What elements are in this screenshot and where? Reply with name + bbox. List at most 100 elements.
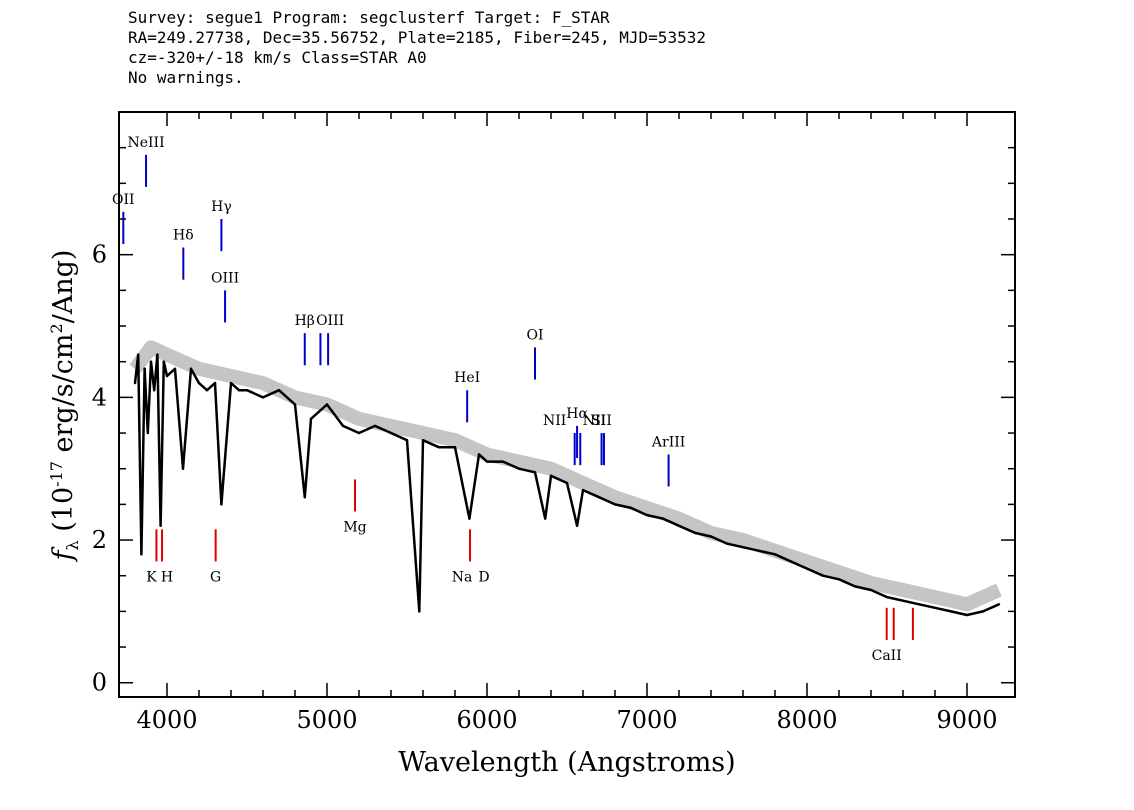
- emission-line-label: Hα: [566, 406, 588, 422]
- spectrum-point: [485, 460, 489, 463]
- spectrum-point: [165, 374, 169, 378]
- spectrum-point: [181, 467, 185, 470]
- emission-line-label: ArIII: [651, 434, 685, 450]
- absorption-line-label: CaII: [872, 648, 902, 664]
- spectrum-point: [293, 403, 297, 406]
- emission-line-label: SII: [591, 413, 612, 429]
- spectrum-point: [677, 524, 681, 527]
- spectrum-point: [159, 524, 162, 527]
- spectrum-point: [162, 360, 165, 363]
- emission-line-label: Hβ: [295, 313, 315, 329]
- spectrum-point: [140, 553, 143, 556]
- emission-line-label: NII: [583, 413, 606, 429]
- spectrum-point: [213, 381, 217, 385]
- spectrum-point: [421, 439, 425, 442]
- spectrum-point: [437, 446, 441, 449]
- y-tick-label: 4: [92, 383, 107, 411]
- spectrum-point: [544, 517, 547, 520]
- spectrum-point: [477, 453, 481, 456]
- x-tick-label: 9000: [936, 706, 997, 734]
- spectrum-point: [629, 506, 633, 510]
- spectrum-point: [146, 431, 149, 435]
- spectrum-point: [325, 403, 329, 406]
- spectrum-point: [869, 588, 873, 592]
- spectrum-point: [156, 353, 159, 356]
- spectrum-point: [373, 424, 377, 428]
- spectrum-point: [309, 417, 313, 420]
- spectrum-point: [757, 549, 761, 552]
- spectrum-point: [933, 606, 937, 609]
- spectrum-point: [137, 353, 140, 356]
- spectrum-point: [581, 488, 585, 492]
- y-axis-symbol-lambda: λ: [63, 540, 82, 550]
- spectrum-point: [709, 535, 713, 538]
- spectrum-point: [153, 389, 156, 392]
- spectrum-point: [965, 613, 969, 617]
- emission-line-label: OI: [526, 327, 543, 343]
- spectrum-point: [357, 431, 361, 435]
- spectrum-point: [773, 553, 777, 556]
- absorption-line-label: G: [210, 569, 221, 585]
- spectrum-point: [741, 546, 745, 549]
- emission-line-label: Hδ: [173, 228, 194, 244]
- spectrum-point: [149, 360, 153, 363]
- emission-line-label: Hγ: [211, 199, 232, 215]
- absorption-line-label: Mg: [343, 520, 366, 536]
- emission-line-label: NeIII: [127, 135, 164, 151]
- plot-frame: [118, 111, 1016, 698]
- spectrum-point: [997, 603, 1001, 606]
- y-tick-label: 0: [92, 669, 107, 697]
- spectrum-point: [693, 531, 697, 535]
- spectrum-point: [901, 599, 905, 602]
- x-axis-title: Wavelength (Angstroms): [398, 747, 735, 778]
- emission-line-label: HeI: [454, 370, 480, 386]
- spectrum-point: [389, 431, 393, 435]
- spectrum-point: [197, 381, 201, 385]
- spectrum-point: [261, 396, 265, 399]
- spectrum-point: [821, 574, 825, 577]
- spectrum-point: [837, 578, 841, 581]
- spectrum-point: [418, 610, 421, 613]
- spectrum-point: [789, 560, 793, 563]
- spectrum-point: [949, 610, 953, 613]
- emission-line-label: OIII: [316, 313, 344, 329]
- absorption-line-label: D: [478, 569, 489, 585]
- spectrum-point: [405, 439, 409, 442]
- absorption-line-label: H: [161, 569, 173, 585]
- spectrum-point: [725, 542, 729, 545]
- spectrum-point: [229, 381, 233, 385]
- spectrum-point: [237, 389, 241, 392]
- x-tick-label: 8000: [776, 706, 837, 734]
- emission-line-label: OIII: [211, 270, 239, 286]
- spectrum-point: [575, 524, 579, 527]
- y-tick-label: 6: [92, 241, 107, 269]
- spectrum-point: [220, 503, 223, 506]
- error-band-layer: [129, 340, 1002, 612]
- spectrum-point: [613, 503, 617, 506]
- spectrum-header: Survey: segue1 Program: segclusterf Targ…: [128, 8, 706, 88]
- spectrum-point: [341, 424, 345, 428]
- y-axis-units-exp: -17: [47, 461, 66, 487]
- error-series-line: [129, 340, 1002, 612]
- absorption-line-label: Na: [452, 569, 473, 585]
- header-line-survey: Survey: segue1 Program: segclusterf Targ…: [128, 8, 610, 27]
- emission-line-label: NII: [543, 413, 566, 429]
- spectrum-point: [303, 496, 306, 499]
- absorption-line-label: K: [146, 569, 157, 585]
- spectrum-point: [245, 389, 249, 392]
- spectrum-point: [205, 389, 209, 392]
- x-tick-label: 4000: [136, 706, 197, 734]
- spectrum-point: [565, 481, 569, 485]
- spectrum-point: [189, 367, 193, 370]
- x-tick-label: 6000: [456, 706, 517, 734]
- spectrum-point: [597, 496, 601, 499]
- y-axis-units-c: /Ang): [48, 250, 79, 324]
- spectrum-point: [853, 585, 857, 588]
- spectrum-point: [661, 517, 665, 520]
- y-axis-title: fλ (10-17 erg/s/cm2/Ang): [47, 250, 82, 563]
- x-tick-label: 7000: [616, 706, 677, 734]
- y-axis-symbol-f: f: [48, 546, 79, 562]
- y-axis-units-a: (10: [48, 487, 79, 540]
